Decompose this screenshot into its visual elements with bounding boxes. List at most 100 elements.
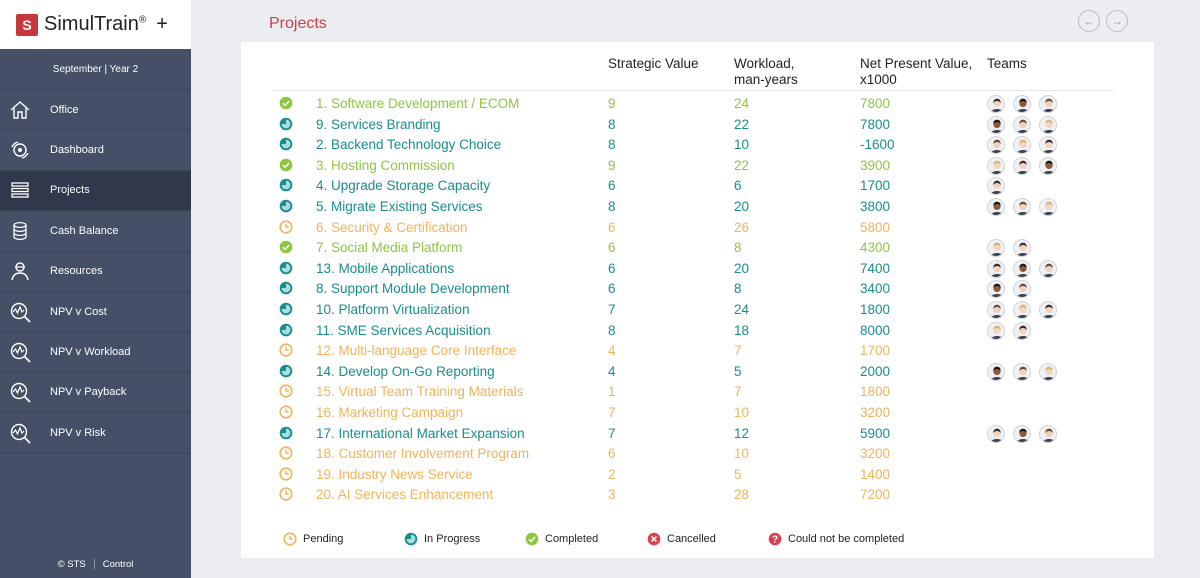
avatar[interactable] [1039,156,1057,175]
avatar[interactable] [1013,301,1031,319]
avatar[interactable] [987,362,1005,381]
table-row[interactable]: 9. Services Branding 8 22 7800 [241,115,1154,136]
table-row[interactable]: 17. International Market Expansion 7 12 590… [241,424,1154,445]
sidebar-item-projects[interactable]: Projects [0,170,191,212]
sidebar-item-npv-v-payback[interactable]: NPV v Payback [0,373,191,414]
forward-button[interactable]: → [1106,10,1128,32]
avatar[interactable] [1039,95,1057,113]
project-name[interactable]: 16. Marketing Campaign [316,405,464,420]
avatar[interactable] [1013,156,1031,175]
avatar[interactable] [1013,424,1031,443]
table-row[interactable]: 2. Backend Technology Choice 8 10 -1600 [241,135,1154,156]
table-row[interactable]: 15. Virtual Team Training Materials 1 7 180… [241,382,1154,403]
table-row[interactable]: 20. AI Services Enhancement 3 28 7200 [241,485,1154,506]
avatar[interactable] [987,136,1005,155]
project-name[interactable]: 13. Mobile Applications [316,260,455,276]
avatar[interactable] [1039,136,1057,155]
sidebar-item-label: Cash Balance [50,224,119,237]
table-row[interactable]: 14. Develop On-Go Reporting 4 5 2000 [241,362,1154,383]
avatar[interactable] [987,301,1005,319]
project-name[interactable]: 17. International Market Expansion [316,425,525,441]
avatar[interactable] [1013,115,1031,134]
npv-value: 7800 [860,96,891,111]
table-row[interactable]: 4. Upgrade Storage Capacity 6 6 1700 [241,176,1154,197]
workload-value: 10 [734,405,750,420]
project-name[interactable]: 18. Customer Involvement Program [316,446,530,462]
strategic-value: 9 [608,157,616,173]
project-name[interactable]: 12. Multi-language Core Interface [316,343,517,359]
brand[interactable]: S SimulTrain® + [0,0,191,49]
project-name[interactable]: 19. Industry News Service [316,466,473,482]
project-name[interactable]: 20. AI Services Enhancement [316,487,494,503]
avatar[interactable] [1039,115,1057,134]
avatar[interactable] [1039,362,1057,381]
avatar[interactable] [987,280,1005,299]
avatar[interactable] [1013,280,1031,299]
table-row[interactable]: 18. Customer Involvement Program 6 10 3200 [241,444,1154,465]
table-row[interactable]: 7. Social Media Platform 6 8 4300 [241,238,1154,259]
avatar[interactable] [1039,424,1057,443]
project-name[interactable]: 11. SME Services Acquisition [316,322,491,338]
avatar[interactable] [987,198,1005,216]
avatar[interactable] [1039,198,1057,216]
avatar[interactable] [987,239,1005,258]
avatar[interactable] [1013,239,1031,258]
avatar[interactable] [987,95,1005,113]
avatar[interactable] [1013,198,1031,216]
avatar[interactable] [1013,136,1031,155]
project-name[interactable]: 15. Virtual Team Training Materials [316,384,524,400]
avatar[interactable] [987,156,1005,175]
sidebar-item-dashboard[interactable]: Dashboard [0,130,191,171]
avatar[interactable] [1039,259,1057,278]
sidebar-item-npv-v-cost[interactable]: NPV v Cost [0,292,191,333]
strategic-value: 7 [608,425,616,441]
sidebar-item-npv-v-workload[interactable]: NPV v Workload [0,332,191,373]
avatar[interactable] [1013,321,1031,340]
sidebar-item-npv-v-risk[interactable]: NPV v Risk [0,413,191,454]
npv-value: 3400 [860,281,891,297]
avatar[interactable] [1013,259,1031,278]
legend-could-not-complete: ? Could not be completed [768,532,904,546]
avatar[interactable] [1013,362,1031,381]
legend-pending-label: Pending [303,533,344,545]
avatar[interactable] [987,177,1005,196]
table-row[interactable]: 13. Mobile Applications 6 20 7400 [241,259,1154,280]
project-name[interactable]: 1. Software Development / ECOM [316,96,520,111]
project-name[interactable]: 3. Hosting Commission [316,157,455,173]
sidebar-item-resources[interactable]: Resources [0,252,191,292]
sidebar-item-label: Projects [50,184,90,197]
avatar[interactable] [987,115,1005,134]
table-row[interactable]: 11. SME Services Acquisition 8 18 8000 [241,321,1154,342]
table-row[interactable]: 3. Hosting Commission 9 22 3900 [241,156,1154,177]
sidebar-item-office[interactable]: Office [0,90,191,131]
project-name[interactable]: 10. Platform Virtualization [316,302,470,317]
plus-button[interactable]: + [156,13,168,35]
workload-value: 10 [734,446,750,462]
table-row[interactable]: 19. Industry News Service 2 5 1400 [241,465,1154,486]
project-name[interactable]: 2. Backend Technology Choice [316,137,502,153]
avatar[interactable] [987,321,1005,340]
back-button[interactable]: ← [1078,10,1100,32]
project-name[interactable]: 4. Upgrade Storage Capacity [316,178,491,194]
table-row[interactable]: 8. Support Module Development 6 8 3400 [241,279,1154,300]
control-link[interactable]: Control [102,559,134,570]
table-row[interactable]: 16. Marketing Campaign 7 10 3200 [241,403,1154,424]
project-name[interactable]: 8. Support Module Development [316,281,510,297]
workload-value: 7 [734,384,742,400]
table-row[interactable]: 6. Security & Certification 6 26 5800 [241,218,1154,239]
sidebar-item-label: Office [50,103,79,116]
project-name[interactable]: 7. Social Media Platform [316,240,463,256]
avatar[interactable] [987,259,1005,278]
avatar[interactable] [987,424,1005,443]
sidebar-item-cash-balance[interactable]: Cash Balance [0,211,191,252]
project-name[interactable]: 14. Develop On-Go Reporting [316,363,495,379]
project-name[interactable]: 9. Services Branding [316,116,441,132]
table-row[interactable]: 12. Multi-language Core Interface 4 7 1700 [241,341,1154,362]
avatar[interactable] [1039,301,1057,319]
table-row[interactable]: 1. Software Development / ECOM 9 24 7800 [241,94,1154,115]
avatar[interactable] [1013,95,1031,113]
table-row[interactable]: 10. Platform Virtualization 7 24 1800 [241,300,1154,321]
project-name[interactable]: 6. Security & Certification [316,219,468,235]
project-name[interactable]: 5. Migrate Existing Services [316,199,483,214]
table-row[interactable]: 5. Migrate Existing Services 8 20 3800 [241,197,1154,218]
